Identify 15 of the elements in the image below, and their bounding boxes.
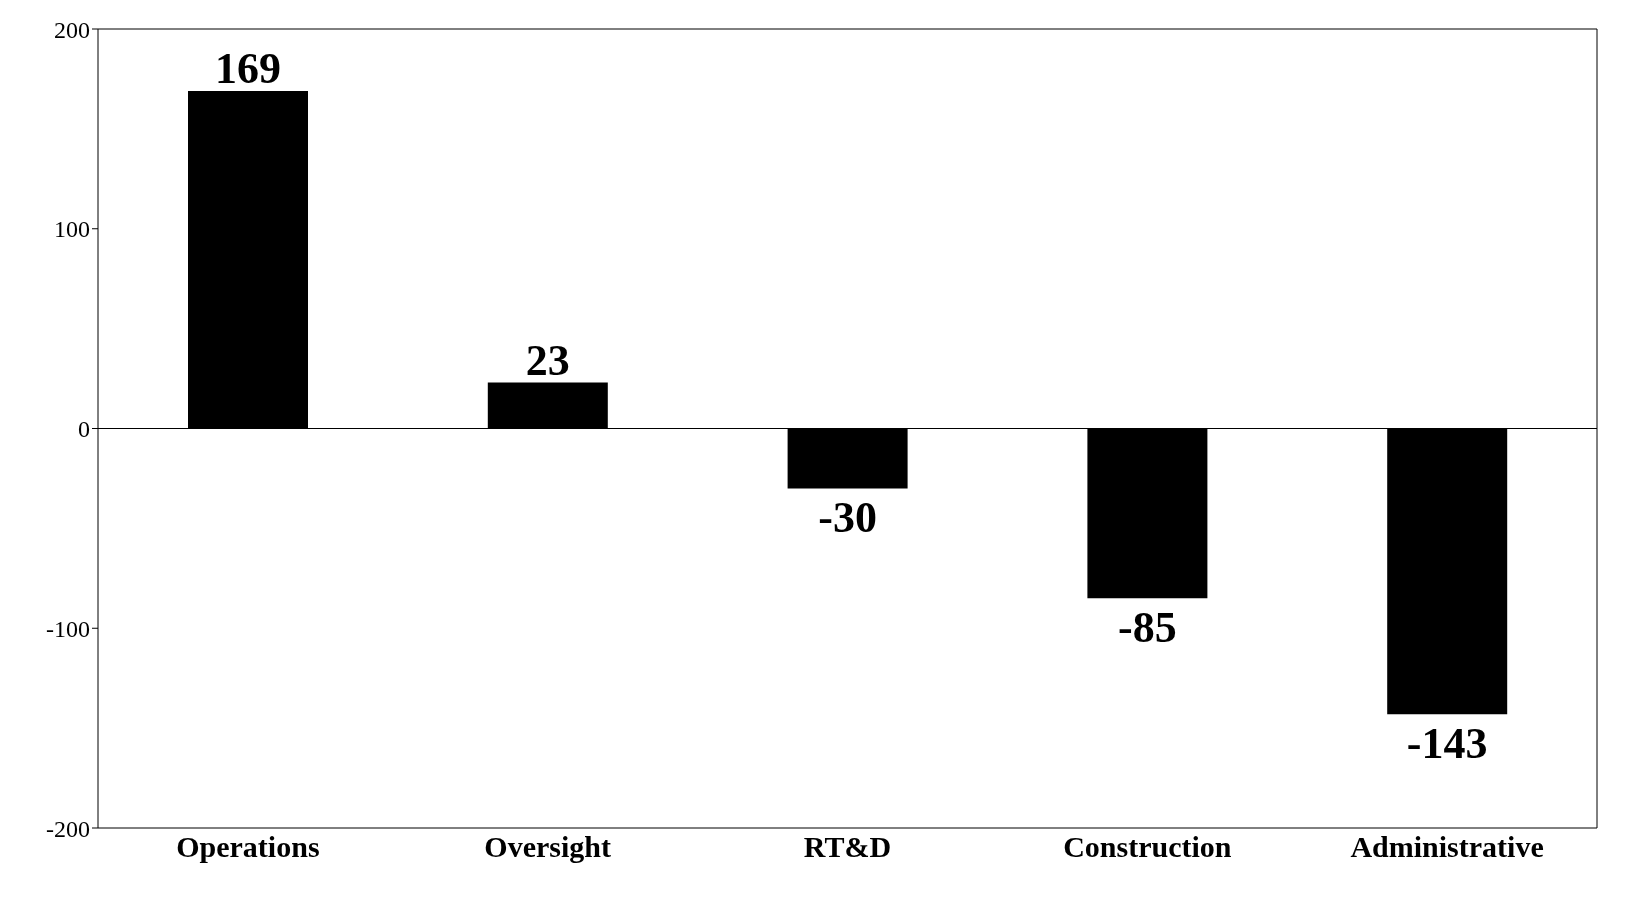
y-tick-label: -100 xyxy=(46,615,90,642)
x-tick-label: Operations xyxy=(176,830,320,864)
data-label: 23 xyxy=(525,335,570,385)
data-label: -30 xyxy=(818,493,877,543)
data-label: -85 xyxy=(1118,603,1177,653)
x-tick-label: Administrative xyxy=(1350,830,1544,864)
y-tick-label: 200 xyxy=(54,16,90,43)
data-label: 169 xyxy=(215,43,281,93)
y-tick-label: 0 xyxy=(78,416,90,443)
x-tick-label: Construction xyxy=(1063,830,1232,864)
x-tick-label: Oversight xyxy=(484,830,612,864)
data-label: -143 xyxy=(1406,719,1488,769)
x-tick-label: RT&D xyxy=(803,830,892,864)
y-tick-label: -200 xyxy=(46,815,90,842)
y-tick-label: 100 xyxy=(54,216,90,243)
